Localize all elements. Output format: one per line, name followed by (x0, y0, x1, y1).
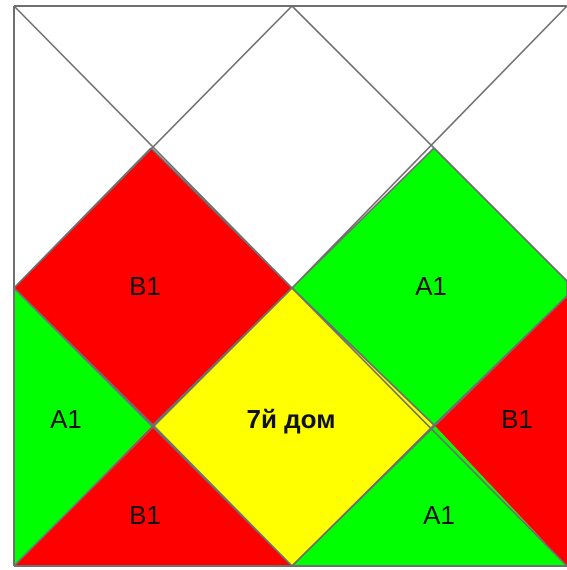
label-seventh-house: 7й дом (247, 404, 336, 434)
label-a1-middle-left: A1 (50, 404, 82, 434)
bottom-left-red-triangle (14, 425, 292, 566)
right-red-triangle (434, 296, 567, 566)
label-b1-bottom-left: B1 (129, 500, 161, 530)
bottom-right-green-triangle (292, 425, 567, 566)
top-right-green-diamond (292, 148, 567, 425)
label-b1-middle-right: B1 (501, 404, 533, 434)
top-right-green-outline (290, 147, 567, 427)
center-yellow-outline (151, 287, 436, 568)
diagonal-line-7 (291, 287, 567, 567)
label-a1-top-right: A1 (415, 271, 447, 301)
label-b1-top-left: B1 (129, 271, 161, 301)
diagonal-line-4 (291, 5, 567, 289)
label-a1-bottom-right: A1 (423, 500, 455, 530)
left-green-triangle (14, 288, 153, 566)
